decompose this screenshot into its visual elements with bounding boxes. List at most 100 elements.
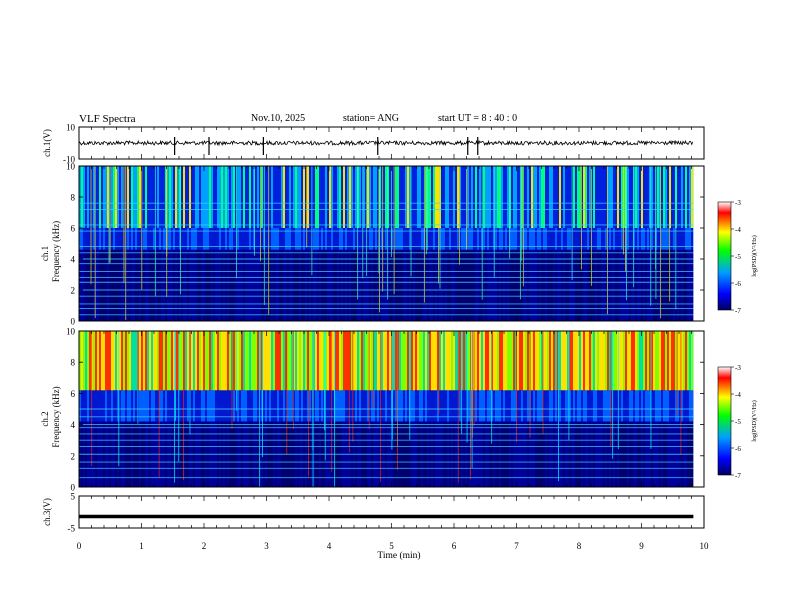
high-band-cell bbox=[587, 166, 589, 228]
low-band-cell bbox=[113, 249, 115, 321]
low-band-cell bbox=[191, 249, 193, 321]
low-band-cell bbox=[371, 249, 373, 321]
high-band-cell bbox=[283, 331, 285, 391]
mid-band-cell bbox=[257, 228, 259, 250]
high-band-cell bbox=[653, 166, 655, 228]
high-band-cell bbox=[279, 331, 281, 391]
low-band-cell bbox=[649, 249, 651, 321]
mid-band-cell bbox=[271, 228, 273, 250]
mid-band-cell bbox=[655, 390, 657, 422]
high-band-cell bbox=[293, 331, 295, 391]
high-band-cell bbox=[171, 331, 173, 391]
low-band-cell bbox=[581, 249, 583, 321]
low-band-cell bbox=[639, 249, 641, 321]
mid-band-cell bbox=[151, 390, 153, 422]
high-band-cell bbox=[371, 166, 373, 228]
mid-band-cell bbox=[521, 228, 523, 250]
high-band-cell bbox=[611, 331, 613, 391]
high-band-cell bbox=[377, 331, 379, 391]
high-band-cell bbox=[599, 166, 601, 228]
mid-band-cell bbox=[297, 228, 299, 250]
high-band-cell bbox=[541, 166, 543, 228]
mid-band-cell bbox=[581, 390, 583, 422]
high-band-cell bbox=[459, 331, 461, 391]
x-tick-label: 3 bbox=[264, 541, 269, 551]
mid-band-cell bbox=[429, 228, 431, 250]
mid-band-cell bbox=[95, 228, 97, 250]
mid-band-cell bbox=[467, 390, 469, 422]
high-band-cell bbox=[619, 331, 621, 391]
high-band-cell bbox=[625, 166, 627, 228]
high-band-cell bbox=[165, 166, 167, 228]
y-tick-label: 10 bbox=[66, 123, 76, 133]
mid-band-cell bbox=[377, 228, 379, 250]
mid-band-cell bbox=[267, 228, 269, 250]
high-band-cell bbox=[155, 331, 157, 391]
mid-band-cell bbox=[643, 390, 645, 422]
x-tick-label: 0 bbox=[77, 541, 82, 551]
high-band-cell bbox=[411, 331, 413, 391]
mid-band-cell bbox=[201, 228, 203, 250]
high-band-cell bbox=[543, 331, 545, 391]
low-band-cell bbox=[111, 249, 113, 321]
high-band-cell bbox=[465, 166, 467, 228]
high-band-cell bbox=[485, 331, 487, 391]
high-band-cell bbox=[89, 331, 91, 391]
y-tick-label: 10 bbox=[66, 327, 76, 337]
mid-band-cell bbox=[85, 390, 87, 422]
mid-band-cell bbox=[477, 228, 479, 250]
low-band-cell bbox=[219, 249, 221, 321]
high-band-cell bbox=[447, 331, 449, 391]
high-band-cell bbox=[643, 166, 645, 228]
high-band-cell bbox=[207, 166, 209, 228]
low-band-cell bbox=[463, 249, 465, 321]
mid-band-cell bbox=[159, 228, 161, 250]
low-band-cell bbox=[103, 249, 105, 321]
mid-band-cell bbox=[689, 390, 691, 422]
mid-band-cell bbox=[359, 390, 361, 422]
mid-band-cell bbox=[313, 228, 315, 250]
low-band-cell bbox=[537, 249, 539, 321]
low-band-cell bbox=[107, 249, 109, 321]
x-tick-label: 7 bbox=[514, 541, 519, 551]
mid-band-cell bbox=[667, 228, 669, 250]
low-band-cell bbox=[591, 249, 593, 321]
mid-band-cell bbox=[381, 390, 383, 422]
mid-band-cell bbox=[107, 228, 109, 250]
mid-band-cell bbox=[345, 390, 347, 422]
high-band-cell bbox=[449, 331, 451, 391]
high-band-cell bbox=[153, 331, 155, 391]
high-band-cell bbox=[575, 331, 577, 391]
high-band-cell bbox=[667, 331, 669, 391]
mid-band-cell bbox=[407, 390, 409, 422]
low-band-cell bbox=[417, 249, 419, 321]
low-band-cell bbox=[475, 249, 477, 321]
mid-band-cell bbox=[153, 390, 155, 422]
low-band-cell bbox=[395, 249, 397, 321]
mid-band-cell bbox=[551, 390, 553, 422]
low-band-cell bbox=[469, 249, 471, 321]
mid-band-cell bbox=[531, 228, 533, 250]
high-band-cell bbox=[223, 331, 225, 391]
low-band-cell bbox=[201, 249, 203, 321]
high-band-cell bbox=[307, 166, 309, 228]
high-band-cell bbox=[595, 331, 597, 391]
low-band-cell bbox=[657, 249, 659, 321]
mid-band-cell bbox=[229, 228, 231, 250]
mid-band-cell bbox=[633, 390, 635, 422]
low-band-cell bbox=[97, 249, 99, 321]
high-band-cell bbox=[511, 331, 513, 391]
mid-band-cell bbox=[201, 390, 203, 422]
mid-band-cell bbox=[335, 390, 337, 422]
mid-band-cell bbox=[665, 390, 667, 422]
low-band-cell bbox=[185, 249, 187, 321]
low-band-cell bbox=[313, 249, 315, 321]
high-band-cell bbox=[175, 166, 177, 228]
low-band-cell bbox=[375, 249, 377, 321]
high-band-cell bbox=[675, 331, 677, 391]
mid-band-cell bbox=[399, 390, 401, 422]
high-band-cell bbox=[171, 166, 173, 228]
mid-band-cell bbox=[281, 390, 283, 422]
low-band-cell bbox=[365, 249, 367, 321]
high-band-cell bbox=[81, 331, 83, 391]
